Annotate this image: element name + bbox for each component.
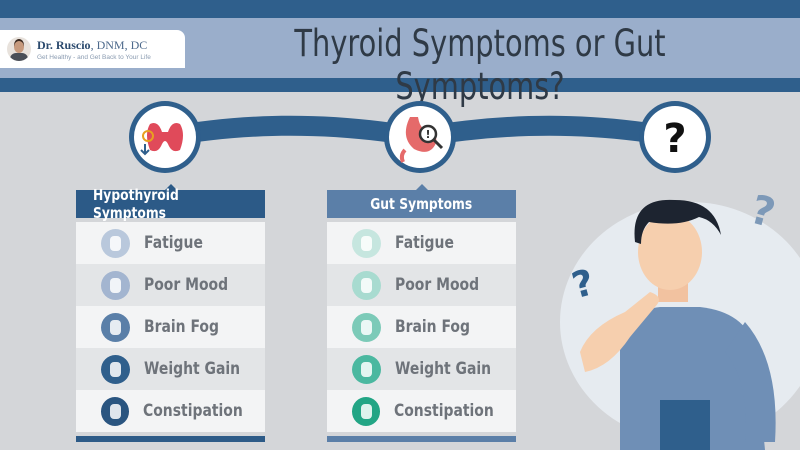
weight-gain-icon: [101, 354, 130, 384]
avatar: [7, 37, 31, 61]
header-band-bottom: [0, 78, 800, 92]
logo-credentials: , DNM, DC: [90, 37, 148, 52]
list-item: Poor Mood: [327, 264, 516, 306]
poor-mood-icon: [352, 270, 381, 300]
hypothyroid-panel: Hypothyroid Symptoms Fatigue Poor Mood B…: [76, 184, 265, 442]
fatigue-icon: [101, 228, 130, 258]
logo-name: Dr. Ruscio: [37, 37, 91, 52]
fatigue-icon: [352, 228, 381, 258]
list-item: Fatigue: [327, 222, 516, 264]
panel-footer-bar: [76, 436, 265, 442]
weight-gain-icon: [352, 354, 381, 384]
panel-header: Gut Symptoms: [327, 184, 516, 218]
svg-text:!: !: [425, 128, 430, 141]
thyroid-icon: [129, 101, 201, 173]
panel-header: Hypothyroid Symptoms: [76, 184, 265, 222]
list-item: Fatigue: [76, 222, 265, 264]
svg-text:?: ?: [663, 116, 686, 162]
brain-fog-icon: [101, 312, 130, 342]
list-item: Weight Gain: [327, 348, 516, 390]
thinking-man-illustration: ? ?: [560, 187, 800, 450]
panel-footer-bar: [327, 436, 516, 442]
logo-tagline: Get Healthy - and Get Back to Your Life: [37, 53, 151, 61]
question-mark-right: ?: [746, 187, 780, 237]
list-item: Constipation: [76, 390, 265, 432]
list-item: Brain Fog: [76, 306, 265, 348]
poor-mood-icon: [101, 270, 130, 300]
constipation-icon: [352, 396, 381, 426]
page-title: Thyroid Symptoms or Gut Symptoms?: [294, 22, 666, 108]
list-item: Constipation: [327, 390, 516, 432]
header-band-top: [0, 0, 800, 18]
list-item: Brain Fog: [327, 306, 516, 348]
question-mark-icon: ?: [639, 101, 711, 173]
constipation-icon: [101, 396, 130, 426]
list-item: Poor Mood: [76, 264, 265, 306]
list-item: Weight Gain: [76, 348, 265, 390]
brain-fog-icon: [352, 312, 381, 342]
gut-panel: Gut Symptoms Fatigue Poor Mood Brain Fog…: [327, 184, 516, 442]
stomach-magnifier-icon: !: [384, 101, 456, 173]
logo[interactable]: Dr. Ruscio, DNM, DC Get Healthy - and Ge…: [0, 30, 185, 68]
connector-graphic: ! ? ? ?: [129, 101, 800, 450]
